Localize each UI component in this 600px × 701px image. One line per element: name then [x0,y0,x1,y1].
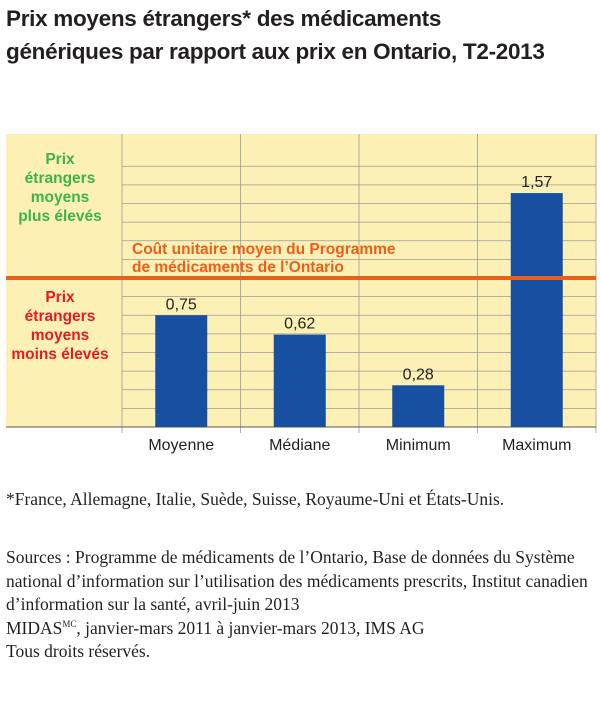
bar-minimum [392,385,445,427]
midas-name: MIDAS [6,617,63,638]
footnote: *France, Allemagne, Italie, Suède, Suiss… [6,489,505,509]
midas-trademark: MC [62,618,77,629]
midas-period: , janvier-mars 2011 à janvier-mars 2013,… [76,617,425,638]
rights-text: Tous droits réservés. [6,641,151,661]
category-label: Médiane [269,437,330,454]
reference-line-label: Coût unitaire moyen du Programme [132,241,396,258]
reference-line-label: de médicaments de l’Ontario [132,259,344,276]
category-label: Moyenne [148,437,214,454]
category-label: Minimum [386,437,451,454]
value-label: 0,75 [166,296,197,313]
value-label: 1,57 [521,174,552,191]
value-label: 0,28 [403,366,434,383]
bar-chart: 0,75 Moyenne 0,62 Médiane 0,28 Minimum 1,57 Max… [6,134,597,454]
category-label: Maximum [502,437,571,454]
lower-zone-label: étrangers [25,308,96,325]
upper-zone-label: Prix [45,151,75,168]
chart-title: Prix moyens étrangers* des médicaments g… [6,6,545,64]
bar-médiane [273,334,326,427]
midas-line: MIDASMC, janvier-mars 2011 à janvier-mar… [6,617,596,641]
upper-zone-label: plus élevés [18,208,102,225]
sources-text: Sources : Programme de médicaments de l’… [6,547,588,614]
value-label: 0,62 [284,316,315,333]
lower-zone-label: moyens [31,327,90,344]
reference-line [6,276,596,280]
bar-moyenne [155,315,208,427]
lower-zone-label: Prix [45,289,75,306]
bar-maximum [510,193,563,427]
upper-zone-label: étrangers [25,170,96,187]
upper-zone-label: moyens [31,189,90,206]
sources-block: Sources : Programme de médicaments de l’… [6,546,596,664]
lower-zone-label: moins élevés [11,346,108,363]
